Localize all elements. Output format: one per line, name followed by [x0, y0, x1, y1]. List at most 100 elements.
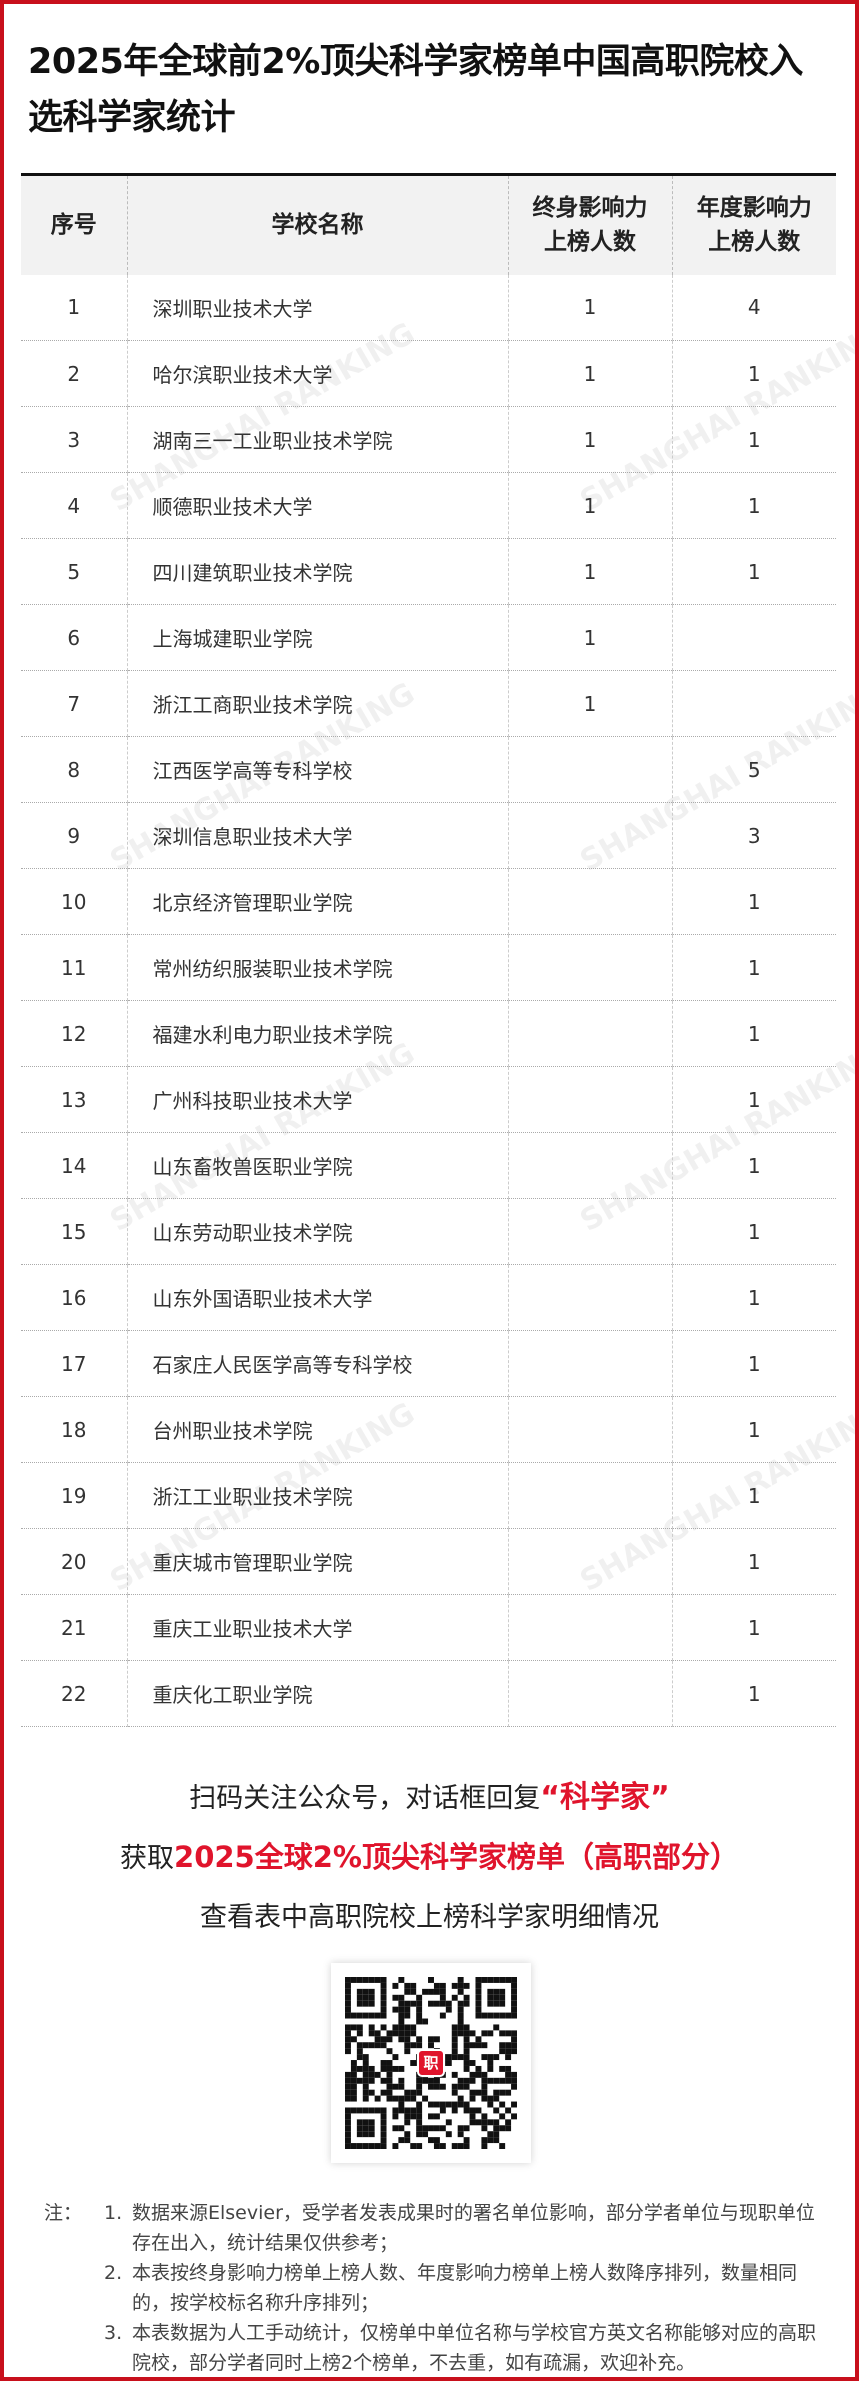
- qr-code[interactable]: 职: [331, 1963, 531, 2163]
- qr-module: [416, 2143, 423, 2149]
- qr-module: [481, 2030, 488, 2037]
- row-school-name: 浙江工业职业技术学院: [126, 1462, 508, 1529]
- row-school-name: 四川建筑职业技术学院: [126, 538, 508, 605]
- qr-module: [398, 2107, 405, 2114]
- qr-module: [392, 2006, 399, 2013]
- qr-module: [445, 2131, 452, 2138]
- qr-module: [404, 1982, 411, 1989]
- qr-code-pattern: [345, 1977, 517, 2149]
- qr-module: [457, 2012, 464, 2019]
- qr-module: [475, 1988, 482, 1995]
- header-seq: 序号: [50, 212, 97, 239]
- qr-module: [457, 2018, 464, 2025]
- qr-module: [481, 2054, 488, 2061]
- qr-module: [345, 2006, 351, 2013]
- row-lifetime-count: [507, 1198, 672, 1265]
- qr-module: [422, 2077, 429, 2084]
- qr-module: [404, 2131, 411, 2138]
- qr-module: [428, 2125, 434, 2132]
- qr-module: [493, 2054, 500, 2061]
- row-school-name: 福建水利电力职业技术学院: [126, 1000, 508, 1067]
- qr-module: [457, 1977, 464, 1983]
- qr-module: [487, 2054, 494, 2061]
- qr-module: [410, 1982, 417, 1989]
- qr-module: [475, 2065, 482, 2072]
- qr-module: [469, 2089, 476, 2096]
- row-annual-count: 1: [671, 1660, 836, 1727]
- qr-module: [439, 1994, 446, 2001]
- qr-module: [410, 2060, 417, 2066]
- table-row: 10 北京经济管理职业学院 1: [21, 868, 836, 935]
- qr-module: [368, 2030, 375, 2037]
- row-school-name: 广州科技职业技术大学: [126, 1066, 508, 1133]
- qr-module: [499, 2089, 506, 2096]
- qr-module: [463, 2107, 470, 2114]
- qr-module: [380, 2012, 387, 2019]
- qr-module: [511, 1977, 517, 1983]
- qr-module: [433, 2101, 440, 2108]
- qr-module: [380, 2077, 387, 2084]
- qr-module: [398, 2137, 405, 2144]
- qr-module: [487, 2060, 494, 2066]
- qr-module: [451, 2030, 458, 2037]
- qr-module: [404, 2024, 411, 2031]
- row-annual-count: 5: [671, 736, 836, 803]
- row-school-name: 湖南三一工业职业技术学院: [126, 406, 508, 473]
- qr-module: [428, 1977, 434, 1983]
- qr-module: [463, 2125, 470, 2132]
- qr-module: [410, 2107, 417, 2114]
- table-row: 7 浙江工商职业技术学院 1: [21, 670, 836, 737]
- qr-module: [392, 2143, 399, 2149]
- qr-module: [511, 2071, 517, 2078]
- qr-module: [493, 1994, 500, 2001]
- qr-module: [469, 2119, 476, 2126]
- qr-module: [362, 2131, 369, 2138]
- row-annual-count: 1: [671, 472, 836, 539]
- qr-module: [499, 2048, 506, 2055]
- row-seq: 13: [21, 1066, 127, 1133]
- qr-module: [433, 2077, 440, 2084]
- qr-module: [368, 2071, 375, 2078]
- qr-module: [457, 2030, 464, 2037]
- qr-module: [392, 2030, 399, 2037]
- qr-module: [356, 1994, 363, 2001]
- qr-module: [392, 2113, 399, 2120]
- qr-module: [481, 2095, 488, 2102]
- row-annual-count: 1: [671, 1198, 836, 1265]
- table-row: 16 山东外国语职业技术大学 1: [21, 1264, 836, 1331]
- notes: 注： 1. 数据来源Elsevier，受学者发表成果时的署名单位影响，部分学者单位与…: [44, 2198, 824, 2378]
- qr-module: [422, 2018, 429, 2025]
- qr-module: [345, 2071, 351, 2078]
- row-lifetime-count: 1: [507, 340, 672, 407]
- qr-module: [404, 1988, 411, 1995]
- qr-module: [451, 2089, 458, 2096]
- qr-module: [451, 2143, 458, 2149]
- qr-module: [499, 2000, 506, 2007]
- qr-module: [433, 2143, 440, 2149]
- row-school-name: 重庆城市管理职业学院: [126, 1528, 508, 1595]
- qr-module: [451, 1994, 458, 2001]
- qr-module: [416, 2000, 423, 2007]
- qr-module: [511, 2030, 517, 2037]
- qr-module: [511, 2036, 517, 2043]
- row-lifetime-count: [507, 802, 672, 869]
- table-row: 13 广州科技职业技术大学 1: [21, 1066, 836, 1133]
- qr-module: [356, 2125, 363, 2132]
- qr-module: [457, 2000, 464, 2007]
- qr-module: [511, 2101, 517, 2108]
- table-row: 4 顺德职业技术大学 1 1: [21, 472, 836, 539]
- row-school-name: 重庆工业职业技术大学: [126, 1594, 508, 1661]
- qr-module: [362, 2012, 369, 2019]
- qr-module: [469, 2071, 476, 2078]
- qr-module: [392, 2125, 399, 2132]
- qr-module: [374, 2107, 381, 2114]
- qr-module: [386, 2065, 393, 2072]
- row-school-name: 深圳职业技术大学: [126, 274, 508, 341]
- qr-module: [345, 2089, 351, 2096]
- qr-module: [345, 2143, 351, 2149]
- row-school-name: 上海城建职业学院: [126, 604, 508, 671]
- qr-module: [398, 2000, 405, 2007]
- qr-module: [392, 1982, 399, 1989]
- qr-module: [380, 2137, 387, 2144]
- table-row: 22 重庆化工职业学院 1: [21, 1660, 836, 1727]
